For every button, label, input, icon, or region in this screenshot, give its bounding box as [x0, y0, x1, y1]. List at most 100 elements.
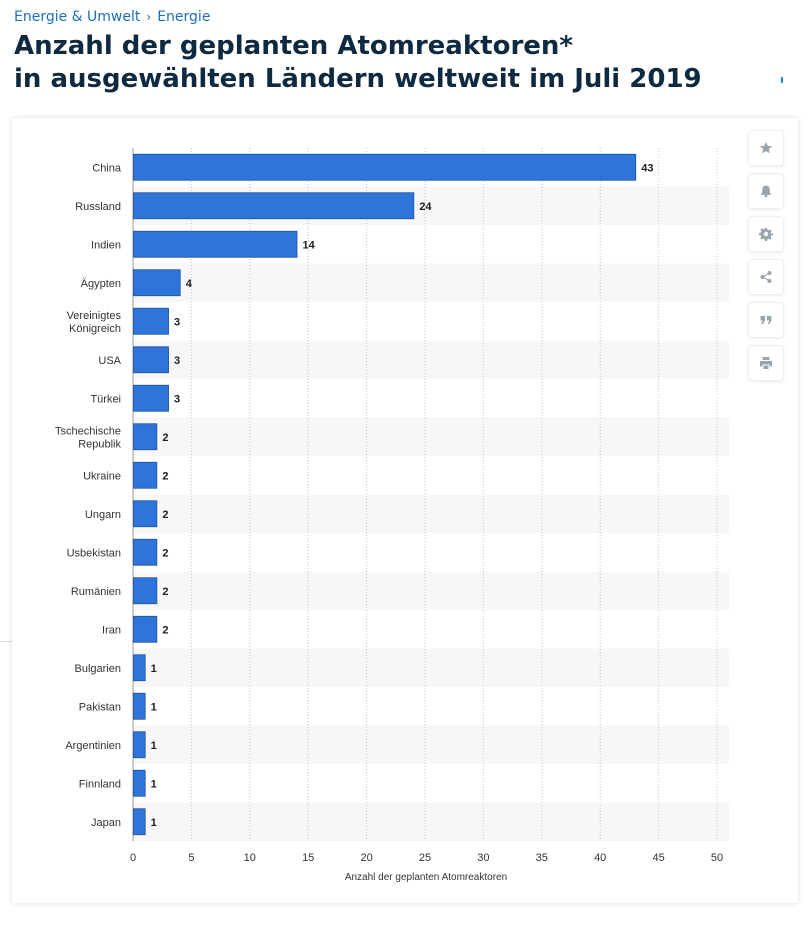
category-label-line: Republik: [78, 438, 121, 450]
data-label: 2: [162, 470, 168, 482]
category-label-line: Pakistan: [79, 701, 121, 713]
data-label: 2: [162, 586, 168, 598]
bar: [133, 192, 415, 220]
quote-icon: [760, 316, 772, 324]
category-label: Bulgarien: [75, 663, 121, 675]
bar: [133, 269, 181, 297]
row-band: [133, 571, 729, 610]
bar: [133, 654, 146, 682]
row-band: [133, 802, 729, 841]
breadcrumb-link-energie[interactable]: Energie: [157, 9, 211, 25]
category-label: Iran: [102, 624, 121, 636]
x-axis-label: Anzahl der geplanten Atomreaktoren: [345, 872, 507, 883]
category-label-line: Russland: [75, 201, 121, 213]
category-label-line: Bulgarien: [75, 663, 121, 675]
row-band: [133, 340, 729, 379]
data-label: 1: [151, 701, 157, 713]
row-band: [133, 725, 729, 764]
category-label-line: Finnland: [79, 778, 121, 790]
bar: [133, 153, 637, 181]
category-label: Japan: [91, 817, 121, 829]
row-band: [133, 417, 729, 456]
cite-button[interactable]: [748, 302, 784, 338]
data-label: 4: [186, 278, 193, 290]
category-label: Finnland: [79, 778, 121, 790]
share-button[interactable]: [748, 259, 784, 295]
bar: [133, 808, 146, 836]
x-tick-label: 25: [419, 852, 431, 864]
category-label: Pakistan: [79, 701, 121, 713]
x-tick-label: 40: [594, 852, 606, 864]
row-band: [133, 648, 729, 687]
category-label-line: Ungarn: [85, 509, 121, 521]
bar: [133, 461, 158, 489]
category-label-line: Königreich: [69, 323, 121, 335]
row-band: [133, 263, 729, 302]
category-labels: China Russland Indien Ägypten Vereinigtes Kön…: [55, 162, 122, 829]
data-label: 3: [174, 355, 180, 367]
data-label: 1: [151, 663, 157, 675]
category-label-line: China: [92, 162, 122, 174]
category-label: Ägypten: [81, 278, 121, 290]
chart-toolbar: [748, 130, 784, 388]
notification-button[interactable]: [748, 173, 784, 209]
data-label: 2: [162, 432, 168, 444]
x-tick-label: 35: [536, 852, 548, 864]
bar: [133, 230, 298, 258]
category-label: Ukraine: [83, 470, 121, 482]
data-label: 1: [151, 778, 157, 790]
category-label: Rumänien: [71, 586, 121, 598]
bar: [133, 731, 146, 759]
bell-icon: [761, 185, 771, 198]
gridlines: [132, 148, 718, 841]
x-tick-label: 10: [244, 852, 256, 864]
data-label: 3: [174, 393, 180, 405]
bar: [133, 384, 169, 412]
category-label-line: Japan: [91, 817, 121, 829]
x-tick-label: 0: [130, 852, 136, 864]
breadcrumb-link-energie-umwelt[interactable]: Energie & Umwelt: [14, 9, 141, 25]
row-band: [133, 494, 729, 533]
bar: [133, 423, 158, 451]
print-button[interactable]: [748, 345, 784, 381]
data-label: 3: [174, 316, 180, 328]
data-label: 2: [162, 547, 168, 559]
bar: [133, 615, 158, 643]
x-tick-labels: 0 5 10 15 20 25 30 35 40 45 50: [130, 852, 723, 864]
category-label: Russland: [75, 201, 121, 213]
data-label: 2: [162, 624, 168, 636]
x-tick-label: 45: [652, 852, 664, 864]
print-icon: [760, 357, 772, 369]
category-label-line: Tschechische: [55, 425, 121, 437]
title-accent-marker: [781, 77, 783, 83]
data-label: 2: [162, 509, 168, 521]
category-label-line: Vereinigtes: [67, 310, 122, 322]
gear-icon: [759, 228, 773, 241]
data-label: 1: [151, 817, 157, 829]
category-label-line: Ukraine: [83, 470, 121, 482]
data-label: 14: [303, 239, 316, 251]
category-label-line: Rumänien: [71, 586, 121, 598]
category-label: USA: [98, 355, 121, 367]
category-label: Vereinigtes Königreich: [67, 310, 122, 335]
x-tick-label: 50: [711, 852, 723, 864]
category-label-line: Ägypten: [81, 278, 121, 290]
category-label-line: USA: [98, 355, 121, 367]
category-label-line: Argentinien: [65, 740, 121, 752]
page-title-line-1: Anzahl der geplanten Atomreaktoren*: [14, 31, 573, 61]
settings-button[interactable]: [748, 216, 784, 252]
category-label-line: Türkei: [90, 393, 121, 405]
divider: [0, 641, 12, 642]
star-icon: [760, 142, 772, 154]
bars: [133, 153, 637, 836]
bar: [133, 500, 158, 528]
x-tick-label: 15: [302, 852, 314, 864]
category-label: Argentinien: [65, 740, 121, 752]
category-label: Tschechische Republik: [55, 425, 122, 450]
bar: [133, 692, 146, 720]
page-title: Anzahl der geplanten Atomreaktoren* in a…: [14, 30, 702, 96]
bar: [133, 307, 169, 335]
favorite-button[interactable]: [748, 130, 784, 166]
data-label: 1: [151, 740, 157, 752]
row-bands: [133, 186, 729, 841]
